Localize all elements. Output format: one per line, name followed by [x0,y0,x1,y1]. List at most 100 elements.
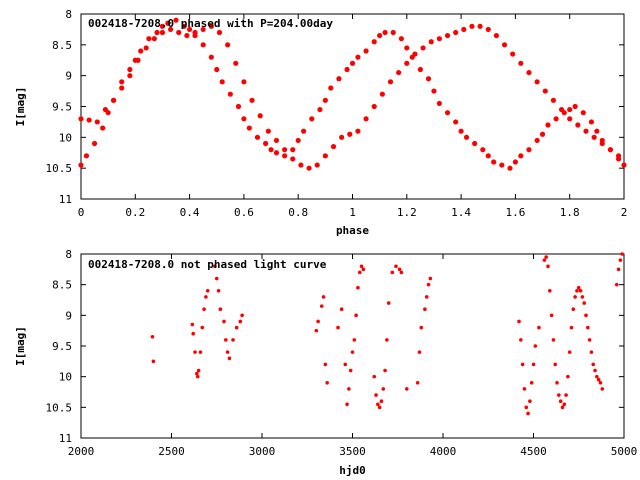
data-point [621,162,627,168]
data-point [198,350,203,354]
data-point [526,147,532,153]
data-point [546,264,550,269]
data-point [240,313,244,318]
data-point [127,73,133,79]
y-tick-label: 8.5 [52,39,72,52]
data-point [263,140,269,147]
data-point [190,322,195,327]
data-point [560,405,565,410]
data-point [528,399,532,404]
data-point [102,106,109,113]
data-point [354,313,358,318]
data-point [328,85,334,91]
x-tick-label: 1.2 [397,206,417,219]
data-point [371,103,377,110]
y-tick-label: 8 [65,248,72,261]
data-point [357,270,362,275]
data-point [377,32,383,39]
data-point [569,325,574,330]
data-point [216,289,221,293]
data-point [542,88,548,94]
data-point [323,362,328,367]
data-point [343,362,348,367]
y-tick-label: 8.5 [52,279,72,292]
data-point [591,134,597,140]
data-point [394,264,398,269]
data-point [520,362,525,367]
data-point [423,307,427,312]
data-point [86,117,92,123]
data-point [154,29,160,36]
data-point [249,97,255,103]
data-point [573,295,577,299]
data-point [306,165,312,171]
data-point [436,36,442,42]
data-point [91,140,98,147]
data-point [363,116,369,122]
data-point [600,387,605,391]
data-point [555,381,559,385]
data-point [405,387,409,391]
data-point [583,128,589,134]
data-point [588,119,595,125]
x-tick-label: 2 [621,206,628,219]
y-axis-label: I[mag] [14,326,27,366]
data-point [238,319,243,324]
data-point [557,393,561,397]
x-tick-label: 1.4 [451,206,471,219]
data-point [415,381,420,385]
data-point [578,289,583,293]
data-point [469,23,475,29]
data-point [143,45,149,51]
data-point [618,258,623,262]
data-point [580,295,585,299]
data-point [534,137,540,144]
data-point [298,162,304,168]
y-tick-label: 9 [65,70,72,83]
data-point [347,387,351,391]
data-point [208,23,214,29]
data-point [485,26,491,33]
data-point [419,325,424,330]
data-point [571,307,576,312]
y-tick-label: 9 [65,309,72,322]
data-point [135,57,141,63]
data-point [119,79,125,85]
data-point [598,381,603,385]
data-point [531,362,536,367]
data-point [616,267,621,272]
data-point [542,258,547,262]
data-point [151,359,156,364]
data-point [566,374,570,379]
data-point [196,368,201,373]
data-point [218,307,223,312]
data-point [94,119,100,125]
x-tick-label: 3500 [339,445,366,458]
data-point [100,125,106,131]
data-point [348,368,353,373]
data-point [200,42,206,48]
data-point [379,399,384,404]
data-point [501,42,508,48]
data-point [436,100,442,107]
data-point [596,377,601,382]
data-point [537,325,541,330]
data-point [200,26,206,33]
data-point [567,350,572,354]
y-tick-label: 10 [59,371,72,384]
data-point [553,362,558,367]
data-point [359,264,364,269]
data-point [576,285,581,290]
data-point [558,106,565,113]
y-axis-label: I[mag] [14,87,27,127]
x-axis-label: phase [336,224,369,237]
y-tick-label: 10.5 [46,162,73,175]
data-point [485,153,491,159]
data-point [383,368,387,373]
data-point [519,338,523,342]
data-point [330,143,337,150]
data-point [83,153,90,159]
data-point [347,131,353,137]
data-point [339,134,345,140]
